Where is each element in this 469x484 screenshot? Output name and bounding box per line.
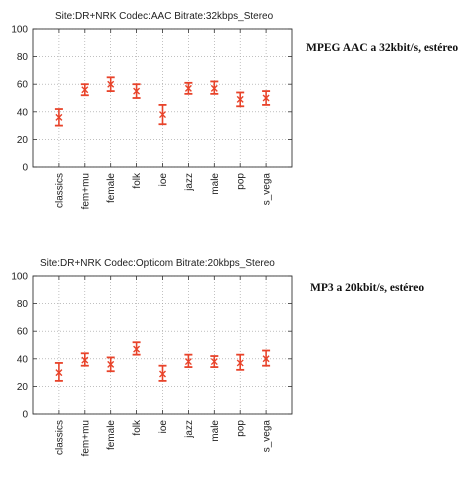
chart1-title: Site:DR+NRK Codec:AAC Bitrate:32kbps_Ste…	[55, 11, 274, 22]
chart1-xtick-label-pop: pop	[236, 173, 247, 190]
chart1-frame	[32, 28, 293, 168]
chart2-mean-marker	[262, 355, 270, 363]
chart1-xtick-label-s_vega: s_vega	[262, 173, 273, 206]
chart1-mean-marker	[55, 113, 63, 121]
chart2-mean-marker	[107, 360, 115, 368]
chart1-xtick-label-male: male	[210, 173, 221, 195]
chart1-ytick-label: 20	[17, 135, 29, 146]
chart2-errorbar-female	[106, 356, 115, 373]
chart1-mean-marker	[107, 80, 115, 88]
chart2-errorbar-jazz	[184, 353, 193, 368]
chart2-frame	[32, 275, 293, 415]
chart1-mean-marker	[262, 94, 270, 102]
chart2-errorbar-male	[210, 355, 219, 368]
chart2-xtick-label-female: female	[106, 420, 117, 450]
chart1-xtick-label-folk: folk	[132, 172, 143, 189]
chart1-mean-marker	[184, 84, 192, 92]
chart2-ytick-label: 20	[17, 382, 29, 393]
chart2-xtick-label-classics: classics	[54, 420, 65, 455]
chart1-mean-marker	[133, 87, 141, 95]
chart1-xtick-label-fem+mu: fem+mu	[80, 173, 91, 209]
chart1-errorbar-female	[106, 76, 115, 92]
chart1-errorbar-male	[210, 80, 219, 95]
chart2-ytick-label: 40	[17, 354, 29, 365]
chart2-errorbar-fem+mu	[80, 352, 89, 367]
chart2-xtick-label-jazz: jazz	[184, 420, 195, 439]
chart1-errorbar-jazz	[184, 81, 193, 95]
chart1-ytick-label: 80	[17, 52, 29, 63]
chart2-xtick-label-pop: pop	[236, 420, 247, 437]
chart1-errorbar-s_vega	[262, 90, 271, 106]
chart2-mean-marker	[133, 345, 141, 353]
chart1-ytick-label: 60	[17, 80, 29, 91]
chart1-mean-marker	[210, 84, 218, 92]
chart2-errorbar-ioe	[158, 364, 167, 382]
chart2-errorbar-pop	[236, 353, 245, 371]
chart1-xtick-label-classics: classics	[54, 173, 65, 208]
chart2-mean-marker	[184, 358, 192, 366]
chart1-caption: MPEG AAC a 32kbit/s, estéreo	[306, 42, 459, 54]
chart2-caption: MP3 a 20kbit/s, estéreo	[310, 282, 425, 294]
chart1-xtick-label-female: female	[106, 173, 117, 203]
chart2-xtick-label-male: male	[210, 420, 221, 442]
chart1-errorbar-fem+mu	[80, 83, 89, 97]
chart2-errorbar-classics	[54, 362, 63, 382]
chart1-ytick-label: 0	[22, 163, 28, 174]
chart2-errorbar-folk	[132, 341, 141, 356]
chart2-xtick-label-ioe: ioe	[158, 420, 169, 434]
chart2-mean-marker	[81, 356, 89, 364]
chart1-ytick-label: 100	[11, 25, 28, 36]
chart1-xtick-label-ioe: ioe	[158, 173, 169, 187]
chart2-mean-marker	[55, 369, 63, 377]
chart2-ytick-label: 80	[17, 299, 29, 310]
chart1-errorbar-folk	[132, 83, 141, 99]
chart2-xtick-label-fem+mu: fem+mu	[80, 420, 91, 456]
chart2-ytick-label: 0	[22, 410, 28, 421]
chart2-ytick-label: 60	[17, 327, 29, 338]
chart2-mean-marker	[210, 358, 218, 366]
chart2-ytick-label: 100	[11, 272, 28, 283]
chart1-errorbar-pop	[236, 91, 245, 108]
chart2-mean-marker	[159, 370, 166, 378]
chart2-title: Site:DR+NRK Codec:Opticom Bitrate:20kbps…	[40, 258, 275, 269]
chart1-ytick-label: 40	[17, 107, 29, 118]
chart1-errorbar-classics	[54, 108, 63, 127]
chart2-xtick-label-folk: folk	[132, 419, 143, 436]
chart2-mean-marker	[236, 359, 244, 367]
chart2-errorbar-s_vega	[262, 349, 271, 367]
chart1-mean-marker	[81, 86, 89, 94]
chart1-mean-marker	[236, 95, 244, 103]
chart1-xtick-label-jazz: jazz	[184, 173, 195, 192]
chart1-mean-marker	[159, 111, 166, 119]
chart1-errorbar-ioe	[158, 104, 167, 126]
chart2-xtick-label-s_vega: s_vega	[262, 420, 273, 453]
